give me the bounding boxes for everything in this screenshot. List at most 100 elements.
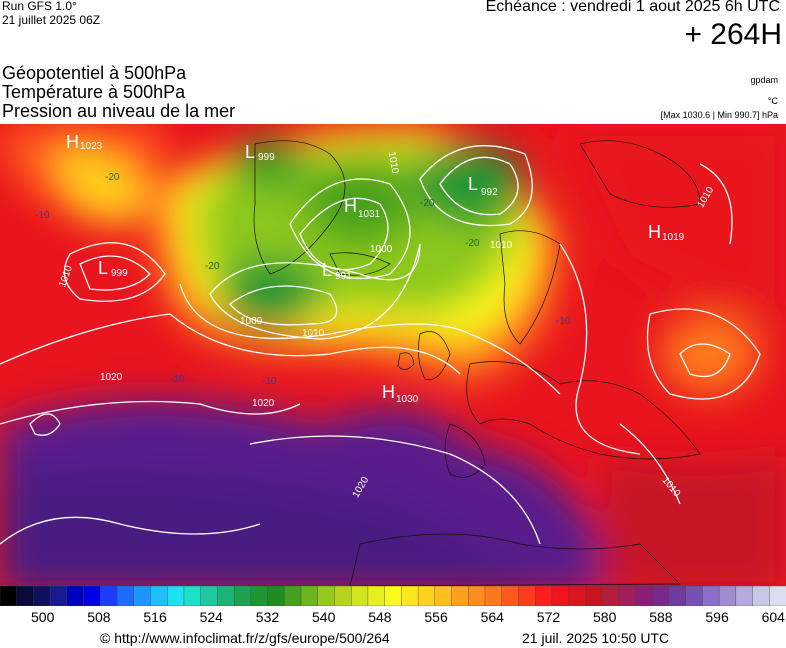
- colorbar-swatch: [233, 586, 252, 606]
- colorbar-tick-label: 580: [593, 609, 617, 625]
- colorbar-swatch: [401, 586, 419, 606]
- colorbar-swatch: [250, 586, 269, 606]
- temp-label: -20: [105, 172, 120, 183]
- center-low-999-north-value: 999: [258, 152, 275, 163]
- colorbar-tick-label: 556: [424, 609, 448, 625]
- colorbar-swatch: [167, 586, 185, 606]
- generation-date: 21 juil. 2025 10:50 UTC: [522, 630, 670, 646]
- center-low-992-type: L: [468, 174, 478, 194]
- temperature-labels: -20 -20 -10 -10 -20 -20 -10 -10: [35, 172, 571, 387]
- colorbar-swatch: [601, 586, 620, 606]
- colorbar-swatch: [200, 586, 219, 606]
- colorbar-swatch: [0, 586, 18, 606]
- colorbar-swatch: [635, 586, 654, 606]
- forecast-valid-time: Echéance : vendredi 1 aout 2025 6h UTC: [485, 0, 780, 15]
- colorbar-tick-label: 532: [255, 609, 280, 625]
- colorbar-swatch: [334, 586, 352, 606]
- isobar-label: 1010: [302, 328, 325, 339]
- colorbar-swatch: [668, 586, 687, 606]
- run-label: Run GFS 1.0°: [2, 0, 77, 13]
- colorbar-swatch: [518, 586, 536, 606]
- colorbar-swatch: [317, 586, 336, 606]
- colorbar-swatch: [49, 586, 68, 606]
- colorbar-tick-label: 572: [536, 609, 561, 625]
- colorbar-swatch: [685, 586, 704, 606]
- colorbar-tick-label: 564: [480, 609, 504, 625]
- temp-label: -10: [170, 374, 185, 385]
- colorbar-tick-label: 500: [31, 609, 55, 625]
- colorbar-swatch: [501, 586, 520, 606]
- isobar-label: 1010: [386, 151, 401, 175]
- colorbar-swatch: [752, 586, 771, 606]
- center-high-1031-type: H: [344, 196, 357, 216]
- colorbar-swatch: [267, 586, 286, 606]
- field-geopotential: Géopotentiel à 500hPa: [2, 63, 187, 83]
- center-high-1023-value: 1023: [80, 141, 103, 152]
- colorbar-swatch: [702, 586, 720, 606]
- field-temperature: Température à 500hPa: [2, 82, 186, 102]
- colorbar-tick-label: 548: [368, 609, 392, 625]
- center-high-1030-value: 1030: [396, 394, 419, 405]
- source-credit: © http://www.infoclimat.fr/z/gfs/europe/…: [100, 630, 390, 646]
- colorbar-tick-label: 516: [143, 609, 167, 625]
- colorbar-swatch: [33, 586, 51, 606]
- colorbar-tick-label: 540: [312, 609, 336, 625]
- isobar-label: 1020: [252, 398, 275, 409]
- pressure-centers: H 1023 L 999 L 999 H 1031 L 991 L 992 H …: [66, 132, 685, 405]
- weather-map: H 1023 L 999 L 999 H 1031 L 991 L 992 H …: [0, 124, 786, 586]
- colorbar-swatch: [484, 586, 503, 606]
- colorbar-swatch: [150, 586, 169, 606]
- colorbar-tick-label: 596: [705, 609, 729, 625]
- colorbar-tick-label: 588: [649, 609, 673, 625]
- center-high-1030-type: H: [382, 382, 395, 402]
- temp-label: -20: [205, 261, 220, 272]
- lead-time: + 264H: [684, 18, 782, 51]
- colorbar-swatch: [384, 586, 403, 606]
- colorbar-tick-label: 508: [87, 609, 111, 625]
- colorbar-swatch: [468, 586, 486, 606]
- colorbar: [0, 586, 786, 606]
- colorbar-swatch: [735, 586, 754, 606]
- colorbar-swatch: [133, 586, 152, 606]
- center-low-999-west-value: 999: [111, 268, 128, 279]
- colorbar-swatch: [652, 586, 670, 606]
- isobar-label: 1020: [100, 372, 123, 383]
- center-low-999-west-type: L: [98, 258, 108, 278]
- temp-label: -20: [420, 198, 435, 209]
- colorbar-swatch: [16, 586, 35, 606]
- center-high-1023-type: H: [66, 132, 79, 152]
- isobar-label: 1000: [240, 316, 263, 327]
- colorbar-swatch: [217, 586, 235, 606]
- temp-label: -10: [556, 316, 571, 327]
- colorbar-swatch: [551, 586, 570, 606]
- center-low-992-value: 992: [481, 187, 498, 198]
- pressure-range: [Max 1030.6 | Min 990.7] hPa: [660, 110, 778, 120]
- center-high-1031-value: 1031: [358, 209, 381, 220]
- isobar-label: 1010: [490, 240, 513, 251]
- isobar-label: 1000: [370, 244, 393, 255]
- colorbar-swatch: [116, 586, 135, 606]
- colorbar-swatch: [585, 586, 603, 606]
- colorbar-swatch: [618, 586, 637, 606]
- colorbar-swatch: [183, 586, 202, 606]
- temp-label: -10: [35, 210, 50, 221]
- colorbar-swatch: [83, 586, 102, 606]
- colorbar-swatch: [434, 586, 453, 606]
- colorbar-swatch: [350, 586, 369, 606]
- colorbar-swatch: [451, 586, 470, 606]
- colorbar-tick-label: 604: [761, 609, 785, 625]
- unit-gpdam: gpdam: [750, 75, 778, 85]
- center-low-999-north-type: L: [245, 142, 255, 162]
- temp-label: -20: [465, 238, 480, 249]
- colorbar-tick-label: 524: [199, 609, 223, 625]
- center-low-991-value: 991: [335, 271, 352, 282]
- colorbar-swatch: [568, 586, 587, 606]
- colorbar-swatch: [284, 586, 302, 606]
- center-high-1019-value: 1019: [662, 232, 685, 243]
- colorbar-swatch: [100, 586, 118, 606]
- colorbar-swatch: [367, 586, 386, 606]
- center-low-991-type: L: [322, 260, 332, 280]
- colorbar-swatch: [769, 586, 786, 606]
- field-pressure: Pression au niveau de la mer: [2, 101, 236, 121]
- colorbar-swatch: [718, 586, 737, 606]
